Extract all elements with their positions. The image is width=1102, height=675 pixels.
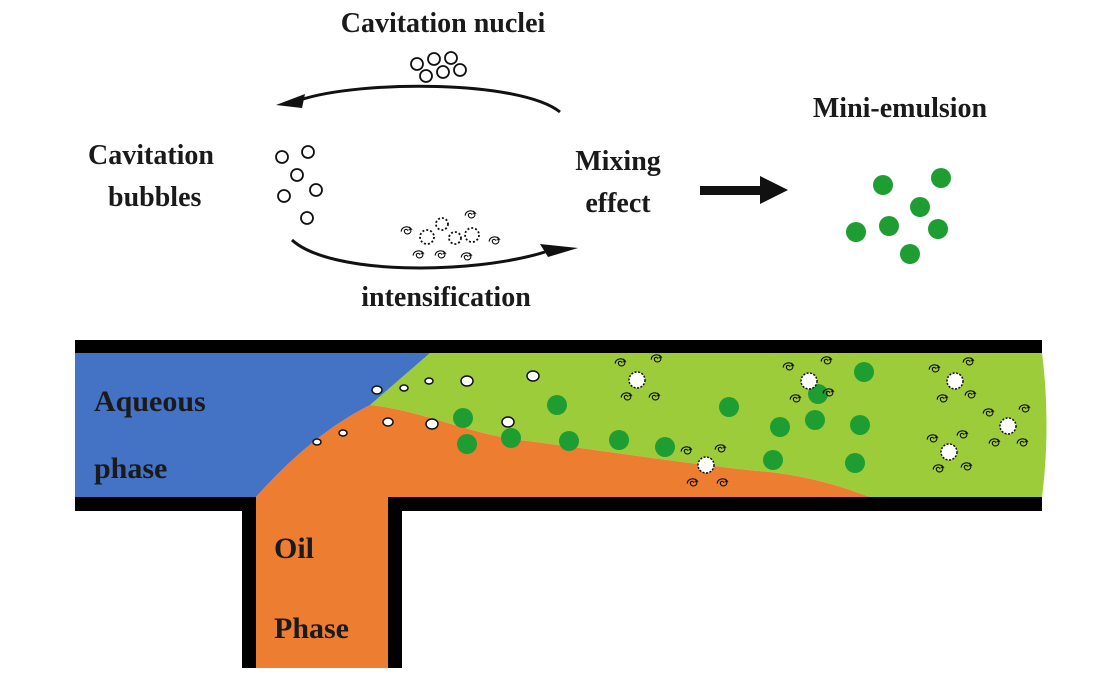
channel-top-wall — [75, 340, 1042, 353]
collapsing-bubble-5 — [982, 404, 1031, 447]
cavitation-nuclei-label: Cavitation nuclei — [341, 8, 546, 39]
collapsing-bubbles-cluster — [400, 210, 501, 261]
cycle-arrow-bottom-head — [540, 244, 578, 257]
mixing-effect-label-line1: Mixing — [575, 146, 661, 177]
cycle-arrow-top-head — [276, 94, 305, 108]
channel-bottom-wall-right — [388, 497, 1042, 668]
aqueous-phase-region — [75, 353, 430, 497]
collapsing-bubble-4 — [928, 357, 977, 403]
channel-droplets — [453, 362, 874, 473]
oil-phase-label-line2: Phase — [274, 612, 349, 645]
intensification-label: intensification — [361, 282, 531, 313]
oil-phase-label-line1: Oil — [274, 532, 314, 565]
collapsing-bubble-3 — [680, 444, 729, 487]
cavitation-bubbles-label-line2: bubbles — [108, 182, 201, 213]
interface-bubbles — [312, 370, 540, 446]
cycle-arrow-top — [299, 84, 561, 114]
aqueous-phase-label-line1: Aqueous — [94, 385, 206, 418]
collapsing-bubble-6 — [926, 430, 973, 473]
cycle-arrow-bottom — [290, 238, 546, 270]
collapsing-bubble-2 — [782, 356, 835, 403]
mixing-effect-label-line2: effect — [585, 188, 651, 219]
mini-emulsion-droplets — [846, 168, 951, 264]
cavitation-bubbles-cluster — [275, 145, 323, 225]
cavitation-nuclei-cluster — [410, 51, 467, 83]
cavitation-bubbles-label-line1: Cavitation — [88, 140, 214, 171]
mini-emulsion-label: Mini-emulsion — [813, 93, 988, 124]
collapsing-bubble-1 — [614, 354, 663, 401]
emulsion-region — [370, 353, 1047, 497]
channel-bottom-wall-left — [75, 497, 256, 668]
oil-phase-region — [256, 405, 870, 668]
aqueous-phase-label-line2: phase — [94, 452, 167, 485]
process-arrow — [700, 176, 788, 204]
